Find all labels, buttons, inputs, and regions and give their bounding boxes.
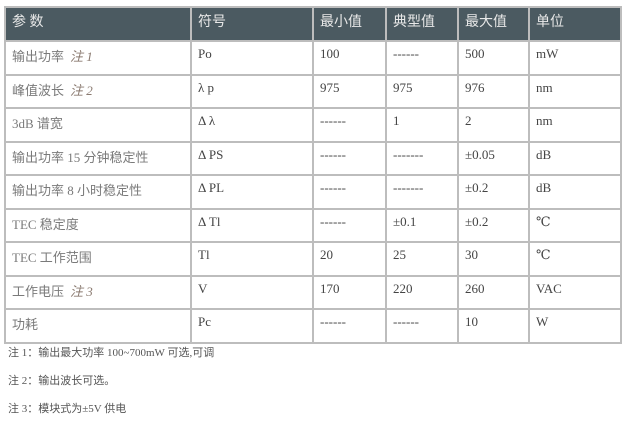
unit-cell: dB bbox=[528, 174, 622, 210]
symbol-cell: Tl bbox=[190, 241, 314, 277]
max-cell: ±0.2 bbox=[457, 207, 530, 243]
min-cell: ------ bbox=[312, 174, 387, 210]
header-cell: 典型值 bbox=[385, 6, 459, 42]
unit-cell: nm bbox=[528, 73, 622, 109]
unit-cell: ℃ bbox=[528, 207, 622, 243]
header-cell: 符号 bbox=[190, 6, 314, 42]
spec-table: 参 数 符号 最小值 典型值 最大值 单位 输出功率注 1 Po 100 ------… bbox=[4, 6, 622, 344]
min-cell: ------ bbox=[312, 308, 387, 344]
param-label: 3dB 谱宽 bbox=[12, 116, 63, 131]
table-row: 输出功率 15 分钟稳定性 Δ PS ------ ------- ±0.05 dB bbox=[4, 140, 622, 176]
min-cell: ------ bbox=[312, 107, 387, 143]
note-ref: 注 1 bbox=[70, 49, 93, 64]
unit-cell: VAC bbox=[528, 274, 622, 310]
header-cell: 参 数 bbox=[4, 6, 192, 42]
param-label: 输出功率 8 小时稳定性 bbox=[12, 183, 143, 198]
symbol-cell: Δ Tl bbox=[190, 207, 314, 243]
typ-cell: 975 bbox=[385, 73, 459, 109]
notes: 注 1：输出最大功率 100~700mW 可选,可调 注 2：输出波长可选。 注… bbox=[8, 344, 214, 428]
unit-cell: W bbox=[528, 308, 622, 344]
typ-cell: ------ bbox=[385, 308, 459, 344]
typ-cell: ------- bbox=[385, 140, 459, 176]
typ-cell: 220 bbox=[385, 274, 459, 310]
note-ref: 注 2 bbox=[70, 82, 93, 98]
min-cell: 170 bbox=[312, 274, 387, 310]
table-row: 工作电压注 3 V 170 220 260 VAC bbox=[4, 274, 622, 310]
symbol-cell: λ p bbox=[190, 73, 314, 109]
note: 注 2：输出波长可选。 bbox=[8, 375, 116, 387]
table-row: TEC 工作范围 Tl 20 25 30 ℃ bbox=[4, 241, 622, 277]
param-cell: 输出功率 8 小时稳定性 bbox=[4, 174, 192, 210]
max-cell: 30 bbox=[457, 241, 530, 277]
unit-cell: ℃ bbox=[528, 241, 622, 277]
param-label: TEC 工作范围 bbox=[12, 250, 92, 265]
param-label: 峰值波长 bbox=[12, 82, 65, 98]
unit-cell: mW bbox=[528, 40, 622, 76]
max-cell: ±0.05 bbox=[457, 140, 530, 176]
note: 注 1：输出最大功率 100~700mW 可选,可调 bbox=[8, 347, 215, 359]
typ-cell: ------- bbox=[385, 174, 459, 210]
param-cell: 峰值波长注 2 bbox=[4, 73, 192, 109]
header-cell: 单位 bbox=[528, 6, 622, 42]
unit-cell: dB bbox=[528, 140, 622, 176]
typ-cell: 1 bbox=[385, 107, 459, 143]
header-cell: 最大值 bbox=[457, 6, 530, 42]
max-cell: 10 bbox=[457, 308, 530, 344]
max-cell: 976 bbox=[457, 73, 530, 109]
param-label: 功耗 bbox=[12, 317, 39, 332]
param-label: TEC 稳定度 bbox=[12, 216, 79, 232]
note: 注 3：模块式为±5V 供电 bbox=[8, 403, 127, 415]
typ-cell: ±0.1 bbox=[385, 207, 459, 243]
typ-cell: ------ bbox=[385, 40, 459, 76]
symbol-cell: Pc bbox=[190, 308, 314, 344]
header-row: 参 数 符号 最小值 典型值 最大值 单位 bbox=[4, 6, 622, 42]
max-cell: 260 bbox=[457, 274, 530, 310]
table-row: 输出功率 8 小时稳定性 Δ PL ------ ------- ±0.2 dB bbox=[4, 174, 622, 210]
param-label: 工作电压 bbox=[12, 283, 65, 299]
min-cell: 20 bbox=[312, 241, 387, 277]
table-row: 功耗 Pc ------ ------ 10 W bbox=[4, 308, 622, 344]
table-row: 输出功率注 1 Po 100 ------ 500 mW bbox=[4, 40, 622, 76]
param-cell: 输出功率 15 分钟稳定性 bbox=[4, 140, 192, 176]
min-cell: 975 bbox=[312, 73, 387, 109]
symbol-cell: Δ PS bbox=[190, 140, 314, 176]
table-row: TEC 稳定度 Δ Tl ------ ±0.1 ±0.2 ℃ bbox=[4, 207, 622, 243]
symbol-cell: Δ PL bbox=[190, 174, 314, 210]
max-cell: ±0.2 bbox=[457, 174, 530, 210]
table-row: 3dB 谱宽 Δ λ ------ 1 2 nm bbox=[4, 107, 622, 143]
min-cell: ------ bbox=[312, 207, 387, 243]
min-cell: ------ bbox=[312, 140, 387, 176]
param-cell: TEC 工作范围 bbox=[4, 241, 192, 277]
param-cell: 输出功率注 1 bbox=[4, 40, 192, 76]
param-label: 输出功率 15 分钟稳定性 bbox=[12, 149, 149, 165]
symbol-cell: V bbox=[190, 274, 314, 310]
unit-cell: nm bbox=[528, 107, 622, 143]
max-cell: 2 bbox=[457, 107, 530, 143]
min-cell: 100 bbox=[312, 40, 387, 76]
note-ref: 注 3 bbox=[70, 283, 93, 299]
symbol-cell: Δ λ bbox=[190, 107, 314, 143]
max-cell: 500 bbox=[457, 40, 530, 76]
header-cell: 最小值 bbox=[312, 6, 387, 42]
param-cell: TEC 稳定度 bbox=[4, 207, 192, 243]
symbol-cell: Po bbox=[190, 40, 314, 76]
param-cell: 功耗 bbox=[4, 308, 192, 344]
param-cell: 3dB 谱宽 bbox=[4, 107, 192, 143]
typ-cell: 25 bbox=[385, 241, 459, 277]
param-label: 输出功率 bbox=[12, 49, 65, 64]
param-cell: 工作电压注 3 bbox=[4, 274, 192, 310]
